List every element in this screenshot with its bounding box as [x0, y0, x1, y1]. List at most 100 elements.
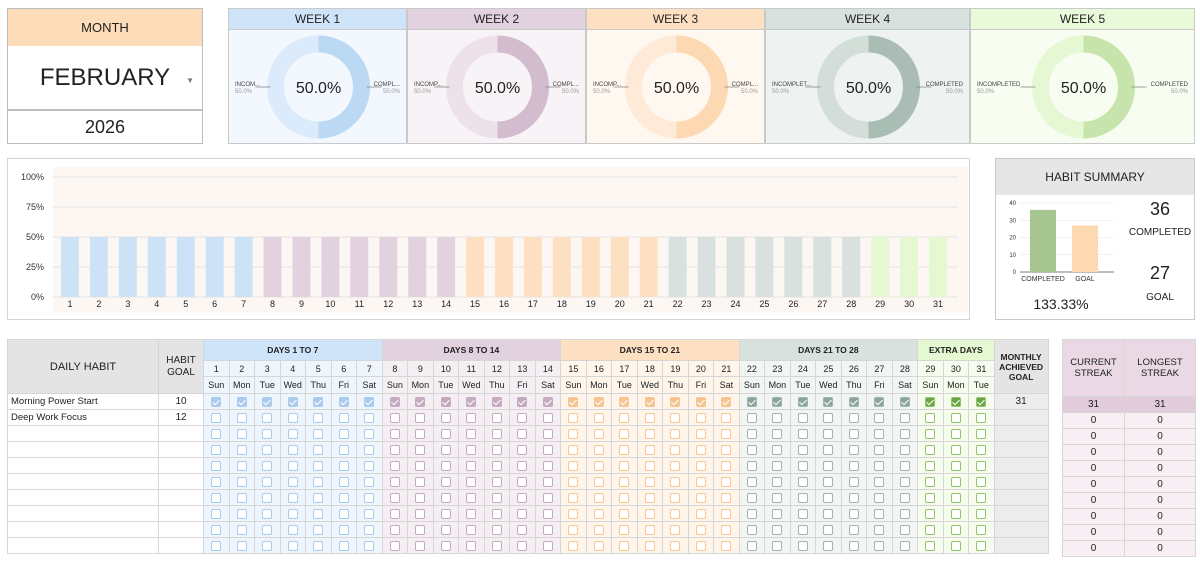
habit-checkbox[interactable] [236, 540, 247, 551]
habit-checkbox[interactable] [644, 540, 655, 551]
habit-checkbox[interactable] [517, 540, 528, 551]
habit-checkbox[interactable] [899, 444, 910, 455]
habit-checkbox[interactable] [950, 428, 961, 439]
habit-checkbox[interactable] [466, 444, 477, 455]
habit-checkbox[interactable] [797, 492, 808, 503]
habit-checkbox[interactable] [619, 412, 630, 423]
habit-checkbox[interactable] [746, 444, 757, 455]
habit-checkbox[interactable] [287, 396, 298, 407]
habit-checkbox[interactable] [619, 476, 630, 487]
habit-checkbox[interactable] [950, 476, 961, 487]
habit-checkbox[interactable] [542, 444, 553, 455]
habit-checkbox[interactable] [848, 540, 859, 551]
habit-checkbox[interactable] [772, 524, 783, 535]
habit-name[interactable] [7, 441, 159, 458]
habit-checkbox[interactable] [593, 412, 604, 423]
habit-checkbox[interactable] [211, 460, 222, 471]
habit-checkbox[interactable] [364, 444, 375, 455]
habit-checkbox[interactable] [338, 444, 349, 455]
habit-checkbox[interactable] [364, 492, 375, 503]
habit-checkbox[interactable] [670, 508, 681, 519]
habit-checkbox[interactable] [772, 540, 783, 551]
habit-checkbox[interactable] [950, 412, 961, 423]
habit-checkbox[interactable] [313, 428, 324, 439]
habit-checkbox[interactable] [211, 524, 222, 535]
habit-checkbox[interactable] [568, 428, 579, 439]
habit-checkbox[interactable] [644, 476, 655, 487]
habit-checkbox[interactable] [491, 444, 502, 455]
habit-checkbox[interactable] [517, 444, 528, 455]
habit-checkbox[interactable] [797, 444, 808, 455]
habit-checkbox[interactable] [211, 492, 222, 503]
habit-checkbox[interactable] [389, 540, 400, 551]
habit-checkbox[interactable] [338, 412, 349, 423]
habit-checkbox[interactable] [440, 428, 451, 439]
habit-checkbox[interactable] [415, 428, 426, 439]
habit-checkbox[interactable] [262, 524, 273, 535]
habit-checkbox[interactable] [950, 492, 961, 503]
habit-checkbox[interactable] [976, 540, 987, 551]
habit-checkbox[interactable] [746, 460, 757, 471]
habit-goal[interactable] [158, 473, 204, 490]
habit-checkbox[interactable] [389, 396, 400, 407]
habit-checkbox[interactable] [670, 412, 681, 423]
habit-checkbox[interactable] [721, 508, 732, 519]
habit-checkbox[interactable] [772, 492, 783, 503]
habit-checkbox[interactable] [542, 460, 553, 471]
habit-checkbox[interactable] [415, 492, 426, 503]
habit-checkbox[interactable] [491, 476, 502, 487]
habit-checkbox[interactable] [568, 524, 579, 535]
habit-checkbox[interactable] [746, 492, 757, 503]
habit-goal[interactable]: 12 [158, 409, 204, 426]
habit-checkbox[interactable] [338, 540, 349, 551]
habit-checkbox[interactable] [797, 508, 808, 519]
habit-checkbox[interactable] [236, 524, 247, 535]
habit-checkbox[interactable] [568, 540, 579, 551]
habit-checkbox[interactable] [644, 524, 655, 535]
habit-checkbox[interactable] [925, 476, 936, 487]
habit-checkbox[interactable] [874, 412, 885, 423]
habit-checkbox[interactable] [389, 524, 400, 535]
habit-name[interactable] [7, 425, 159, 442]
habit-checkbox[interactable] [364, 476, 375, 487]
habit-checkbox[interactable] [491, 492, 502, 503]
habit-checkbox[interactable] [746, 540, 757, 551]
habit-checkbox[interactable] [593, 428, 604, 439]
habit-checkbox[interactable] [211, 540, 222, 551]
habit-checkbox[interactable] [593, 444, 604, 455]
habit-checkbox[interactable] [874, 524, 885, 535]
habit-checkbox[interactable] [797, 396, 808, 407]
habit-checkbox[interactable] [925, 492, 936, 503]
habit-checkbox[interactable] [721, 396, 732, 407]
habit-checkbox[interactable] [262, 396, 273, 407]
habit-checkbox[interactable] [746, 396, 757, 407]
habit-checkbox[interactable] [568, 396, 579, 407]
habit-goal[interactable] [158, 521, 204, 538]
habit-checkbox[interactable] [593, 540, 604, 551]
habit-checkbox[interactable] [695, 444, 706, 455]
habit-checkbox[interactable] [644, 492, 655, 503]
habit-name[interactable] [7, 489, 159, 506]
habit-checkbox[interactable] [491, 396, 502, 407]
habit-checkbox[interactable] [491, 524, 502, 535]
habit-checkbox[interactable] [874, 444, 885, 455]
habit-goal[interactable] [158, 441, 204, 458]
habit-checkbox[interactable] [415, 412, 426, 423]
habit-checkbox[interactable] [925, 428, 936, 439]
habit-checkbox[interactable] [721, 492, 732, 503]
habit-checkbox[interactable] [542, 540, 553, 551]
habit-name[interactable] [7, 537, 159, 554]
habit-name[interactable] [7, 473, 159, 490]
habit-checkbox[interactable] [287, 476, 298, 487]
habit-checkbox[interactable] [517, 492, 528, 503]
habit-checkbox[interactable] [848, 444, 859, 455]
habit-checkbox[interactable] [211, 508, 222, 519]
habit-checkbox[interactable] [517, 396, 528, 407]
habit-checkbox[interactable] [644, 460, 655, 471]
habit-goal[interactable] [158, 457, 204, 474]
habit-checkbox[interactable] [925, 524, 936, 535]
habit-checkbox[interactable] [313, 460, 324, 471]
habit-checkbox[interactable] [338, 508, 349, 519]
habit-checkbox[interactable] [389, 428, 400, 439]
habit-checkbox[interactable] [874, 460, 885, 471]
